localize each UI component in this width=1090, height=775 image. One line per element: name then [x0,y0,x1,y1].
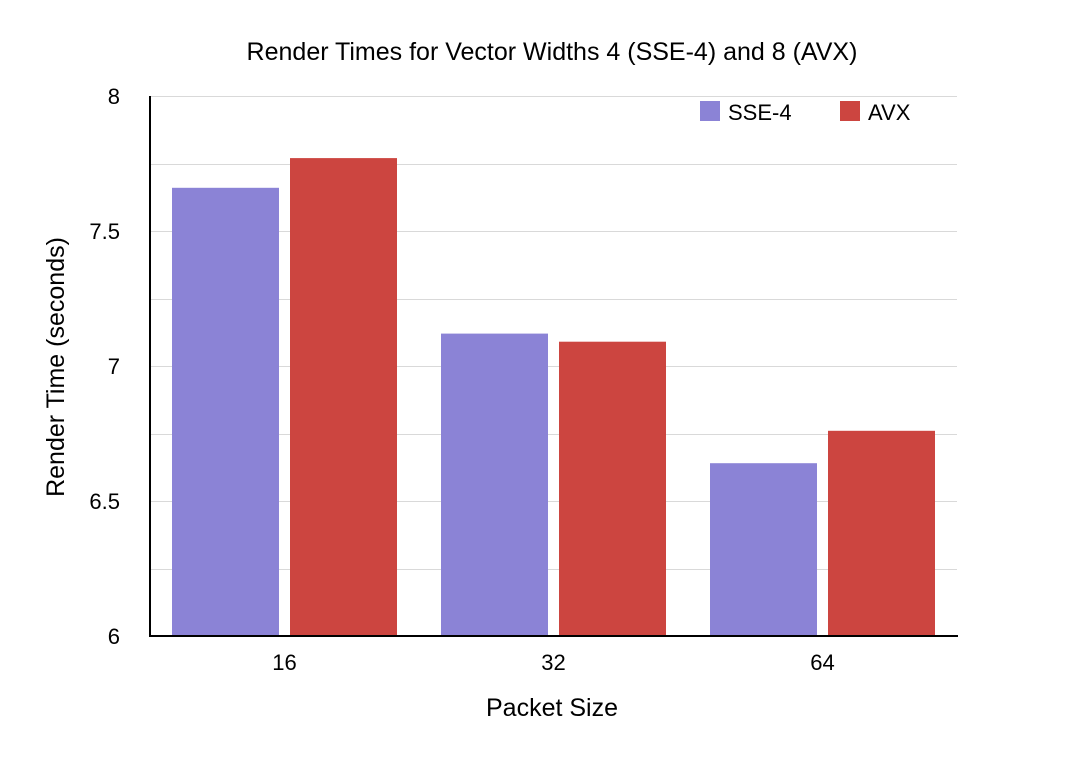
x-tick-labels: 16 32 64 [272,650,834,675]
chart-title: Render Times for Vector Widths 4 (SSE-4)… [247,38,858,66]
bar-avx-16 [290,158,397,636]
legend-label-sse-4: SSE-4 [728,100,792,125]
bar-sse-4-32 [441,333,548,636]
x-axis-title: Packet Size [486,694,618,722]
y-tick-label: 7.5 [89,219,120,244]
y-tick-label: 8 [108,84,120,109]
x-tick-label: 16 [272,650,296,675]
bar-sse-4-16 [172,187,279,637]
legend-swatch-sse-4 [700,101,720,121]
legend-swatch-avx [840,101,860,121]
axes [149,96,958,637]
y-tick-labels: 6 6.5 7 7.5 8 [89,84,120,649]
y-tick-label: 6 [108,624,120,649]
bar-sse-4-64 [710,463,817,636]
legend: SSE-4 AVX [700,100,911,125]
grid-lines [150,96,957,570]
x-tick-label: 32 [541,650,565,675]
y-tick-label: 7 [108,354,120,379]
bar-avx-64 [828,430,935,636]
legend-label-avx: AVX [868,100,911,125]
x-tick-label: 64 [810,650,834,675]
bar-avx-32 [559,341,666,636]
bars [172,158,935,637]
y-tick-label: 6.5 [89,489,120,514]
y-axis-title: Render Time (seconds) [42,237,70,497]
